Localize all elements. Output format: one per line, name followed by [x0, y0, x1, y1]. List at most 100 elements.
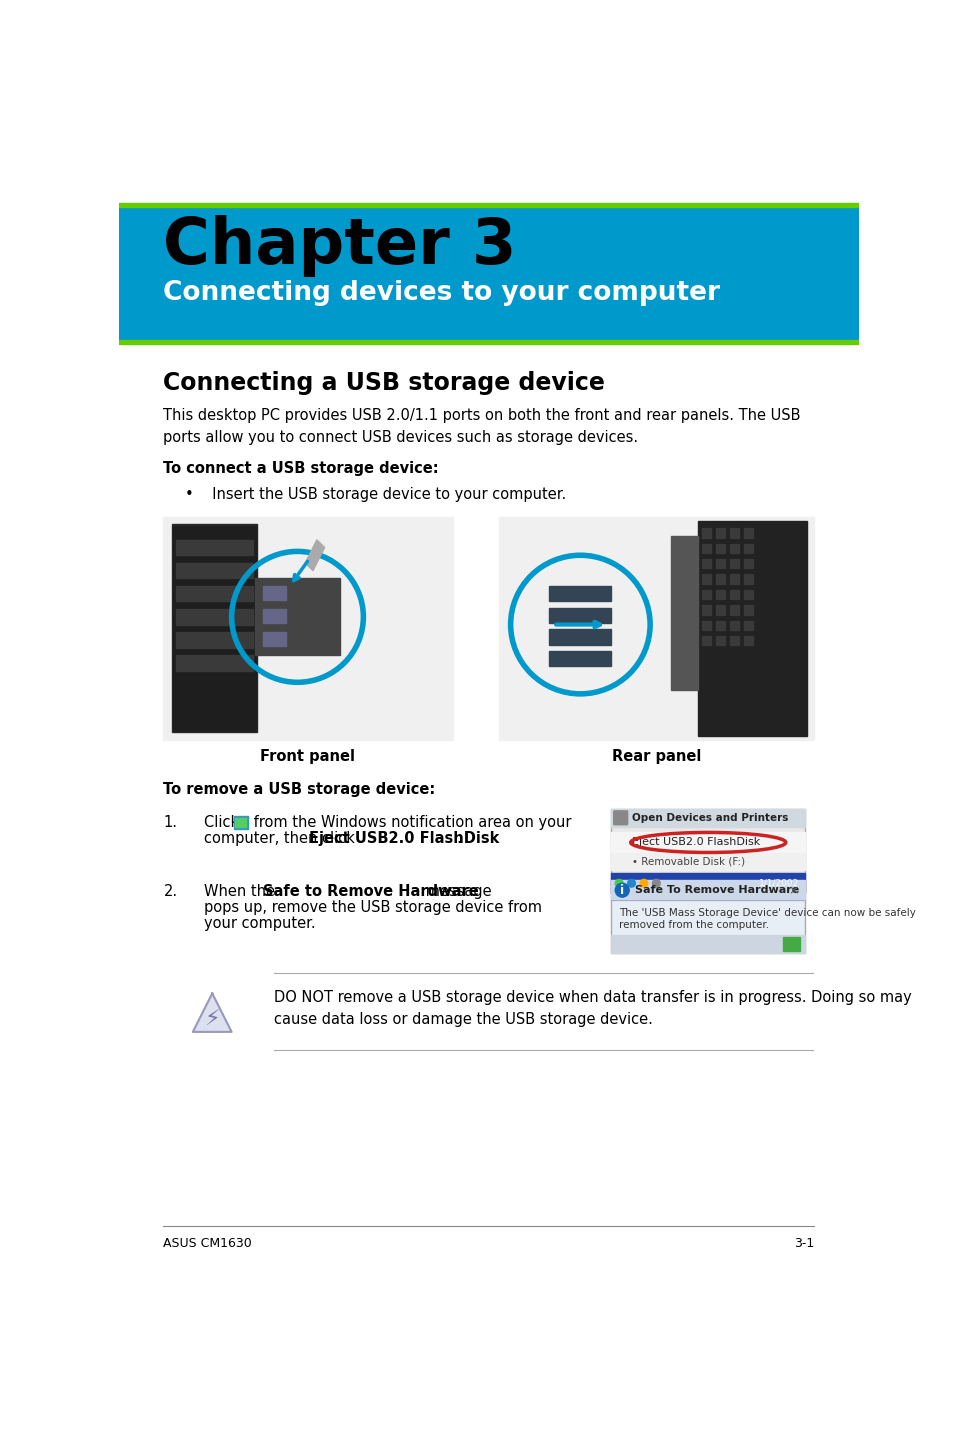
- Bar: [729, 636, 739, 646]
- Text: Click: Click: [204, 815, 244, 830]
- Text: 1.: 1.: [163, 815, 177, 830]
- Bar: [611, 808, 804, 827]
- Bar: [743, 528, 753, 538]
- Bar: [729, 528, 739, 538]
- Bar: [173, 526, 255, 731]
- Text: 3-1: 3-1: [793, 1237, 814, 1250]
- Bar: [701, 544, 711, 554]
- Bar: [716, 559, 724, 568]
- Text: DO NOT remove a USB storage device when data transfer is in progress. Doing so m: DO NOT remove a USB storage device when …: [274, 991, 911, 1028]
- Bar: [549, 608, 611, 623]
- Text: Eject USB2.0 FlashDisk: Eject USB2.0 FlashDisk: [309, 831, 499, 846]
- Text: Connecting devices to your computer: Connecting devices to your computer: [163, 280, 720, 306]
- Text: 1/1/2002: 1/1/2002: [758, 879, 798, 887]
- Bar: [175, 539, 253, 555]
- Circle shape: [639, 880, 647, 887]
- Bar: [729, 544, 739, 554]
- Text: 2.: 2.: [163, 884, 177, 899]
- Bar: [163, 516, 452, 741]
- Text: Front panel: Front panel: [260, 749, 355, 764]
- Circle shape: [615, 880, 622, 887]
- Bar: [611, 873, 804, 893]
- Bar: [743, 636, 753, 646]
- Bar: [175, 587, 253, 601]
- Text: ASUS CM1630: ASUS CM1630: [163, 1237, 252, 1250]
- Text: When the: When the: [204, 884, 280, 899]
- Text: ⚡: ⚡: [204, 1009, 220, 1030]
- Bar: [233, 817, 248, 828]
- Bar: [670, 536, 698, 690]
- Bar: [611, 935, 804, 953]
- Bar: [611, 880, 804, 900]
- Text: Chapter 3: Chapter 3: [163, 214, 517, 278]
- Text: The 'USB Mass Storage Device' device can now be safely: The 'USB Mass Storage Device' device can…: [618, 907, 915, 917]
- Text: Safe to Remove Hardware: Safe to Remove Hardware: [263, 884, 478, 899]
- Text: • Removable Disk (F:): • Removable Disk (F:): [631, 857, 744, 867]
- Bar: [175, 633, 253, 647]
- Text: removed from the computer.: removed from the computer.: [618, 920, 768, 930]
- Text: .: .: [456, 831, 460, 846]
- Bar: [701, 605, 711, 614]
- Text: To remove a USB storage device:: To remove a USB storage device:: [163, 782, 436, 798]
- Bar: [611, 831, 804, 853]
- Bar: [262, 587, 286, 600]
- Bar: [235, 818, 246, 827]
- Circle shape: [615, 883, 629, 897]
- Bar: [743, 590, 753, 600]
- Bar: [254, 578, 340, 656]
- Bar: [172, 525, 257, 732]
- Bar: [119, 207, 858, 341]
- Text: Safe To Remove Hardware: Safe To Remove Hardware: [634, 886, 798, 896]
- Circle shape: [627, 880, 635, 887]
- Bar: [549, 630, 611, 644]
- Bar: [698, 521, 806, 736]
- Bar: [743, 559, 753, 568]
- Bar: [701, 621, 711, 630]
- Bar: [175, 610, 253, 624]
- Bar: [549, 651, 611, 666]
- Bar: [716, 575, 724, 584]
- Text: Open Devices and Printers: Open Devices and Printers: [631, 812, 787, 823]
- Bar: [743, 621, 753, 630]
- Bar: [716, 605, 724, 614]
- Bar: [743, 544, 753, 554]
- Bar: [729, 605, 739, 614]
- Bar: [611, 853, 804, 870]
- Bar: [716, 528, 724, 538]
- Text: message: message: [421, 884, 492, 899]
- Bar: [701, 528, 711, 538]
- Bar: [119, 341, 858, 344]
- Text: your computer.: your computer.: [204, 916, 315, 932]
- Bar: [701, 636, 711, 646]
- Text: Rear panel: Rear panel: [612, 749, 700, 764]
- Bar: [175, 562, 253, 578]
- Polygon shape: [193, 994, 232, 1032]
- Bar: [716, 544, 724, 554]
- FancyBboxPatch shape: [613, 811, 627, 825]
- Text: computer, then click: computer, then click: [204, 831, 359, 846]
- Bar: [119, 203, 858, 207]
- Bar: [729, 590, 739, 600]
- Bar: [175, 656, 253, 670]
- Bar: [611, 808, 804, 893]
- Bar: [716, 636, 724, 646]
- Bar: [701, 590, 711, 600]
- Text: ×: ×: [787, 884, 798, 897]
- Bar: [729, 621, 739, 630]
- Text: Eject USB2.0 FlashDisk: Eject USB2.0 FlashDisk: [631, 837, 759, 847]
- Bar: [262, 633, 286, 646]
- Bar: [716, 590, 724, 600]
- Text: pops up, remove the USB storage device from: pops up, remove the USB storage device f…: [204, 900, 542, 915]
- Bar: [743, 575, 753, 584]
- Circle shape: [652, 880, 659, 887]
- Bar: [701, 575, 711, 584]
- Text: from the Windows notification area on your: from the Windows notification area on yo…: [249, 815, 572, 830]
- Bar: [262, 610, 286, 623]
- Bar: [716, 621, 724, 630]
- Bar: [729, 559, 739, 568]
- Bar: [611, 880, 804, 953]
- Text: •    Insert the USB storage device to your computer.: • Insert the USB storage device to your …: [185, 487, 566, 502]
- Bar: [782, 938, 800, 951]
- Bar: [498, 516, 814, 741]
- Bar: [729, 575, 739, 584]
